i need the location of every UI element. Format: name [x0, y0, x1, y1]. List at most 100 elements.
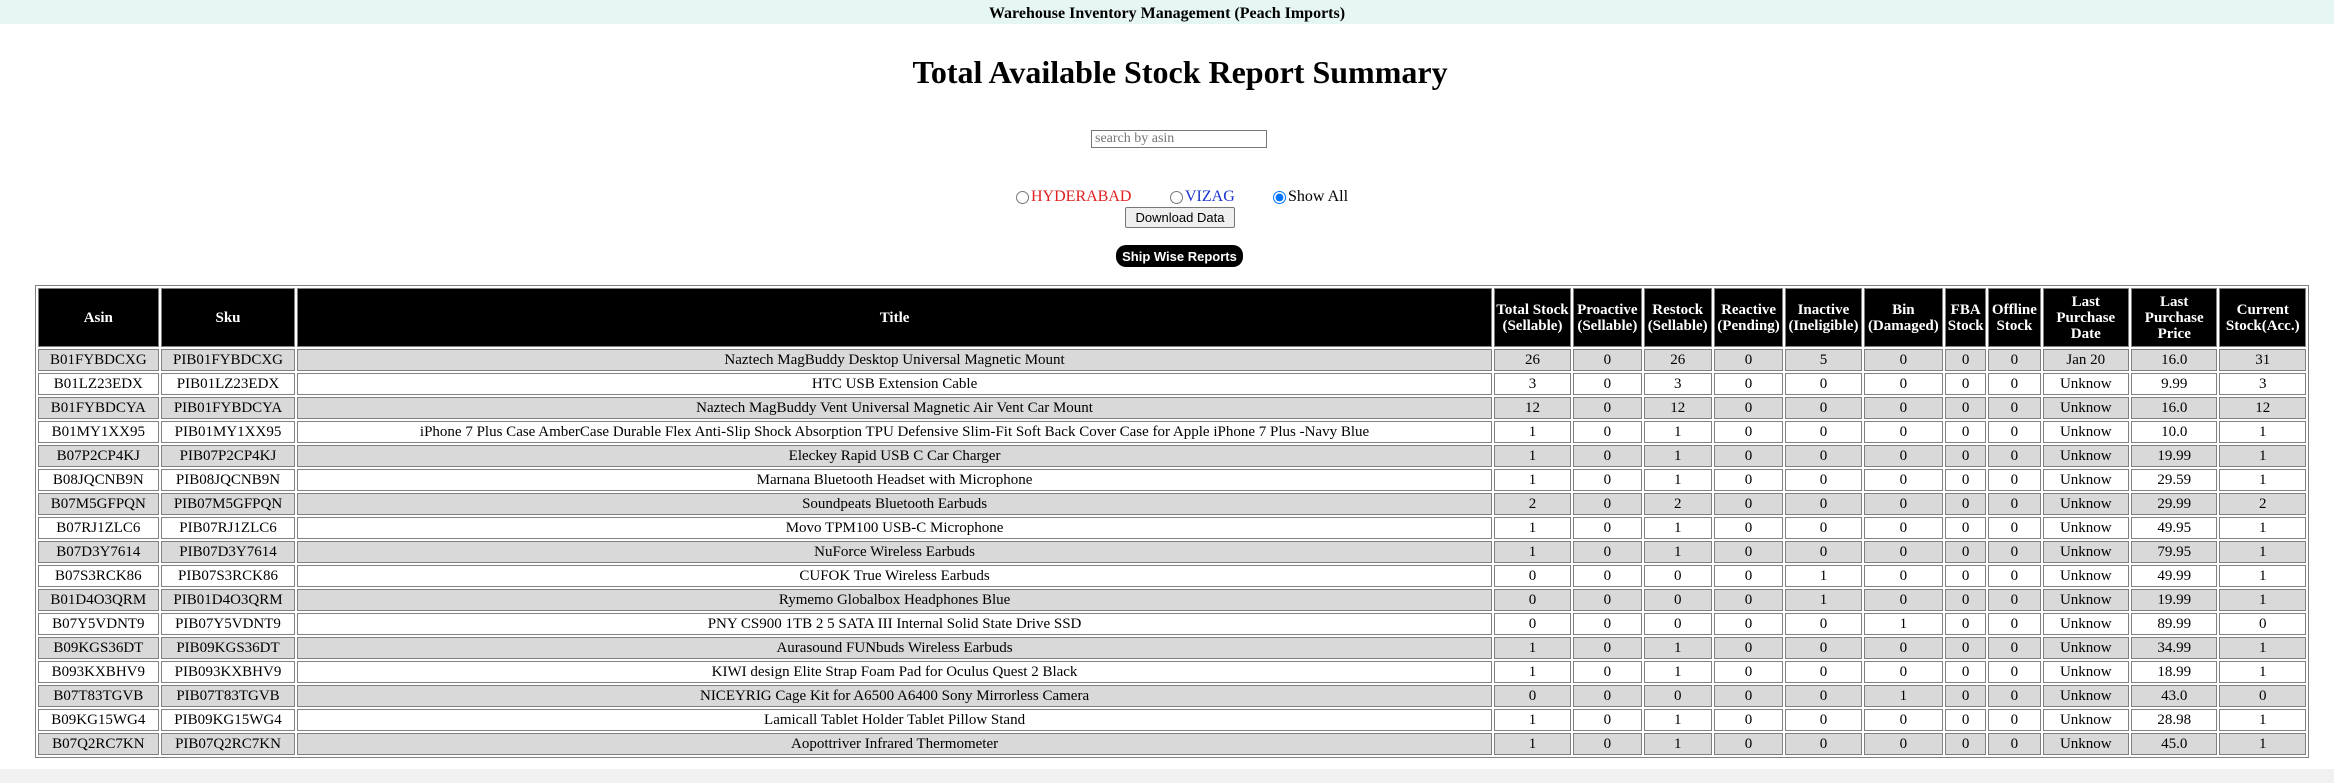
table-cell: 3 — [2219, 373, 2306, 395]
table-row[interactable]: B08JQCNB9N PIB08JQCNB9N Marnana Bluetooth … — [38, 469, 2306, 491]
table-cell: 0 — [1945, 541, 1987, 563]
table-cell: 0 — [1573, 445, 1642, 467]
table-cell: 0 — [1713, 373, 1784, 395]
radio-hyderabad[interactable] — [1016, 190, 1029, 204]
table-cell: 0 — [1713, 517, 1784, 539]
table-row[interactable]: B01D4O3QRM PIB01D4O3QRM Rymemo Globalbox H… — [38, 589, 2306, 611]
table-cell: 0 — [1493, 589, 1572, 611]
table-row[interactable]: B07D3Y7614 PIB07D3Y7614 NuForce Wireless E… — [38, 541, 2306, 563]
table-cell: 1 — [1785, 589, 1862, 611]
table-cell: 1 — [1493, 469, 1572, 491]
horizontal-scrollbar[interactable] — [0, 769, 2334, 783]
table-cell: 0 — [1945, 565, 1987, 587]
table-cell: 0 — [1713, 469, 1784, 491]
table-row[interactable]: B09KGS36DT PIB09KGS36DT Aurasound FUNbuds … — [38, 637, 2306, 659]
table-cell: 0 — [1863, 565, 1944, 587]
table-cell: 0 — [1988, 685, 2041, 707]
table-cell: 3 — [1493, 373, 1572, 395]
table-cell: 0 — [1713, 445, 1784, 467]
table-cell: 0 — [1713, 421, 1784, 443]
table-cell: 29.59 — [2131, 469, 2218, 491]
table-cell: B093KXBHV9 — [38, 661, 159, 683]
table-row[interactable]: B01FYBDCXG PIB01FYBDCXG Naztech MagBuddy D… — [38, 349, 2306, 371]
table-cell: PIB01LZ23EDX — [160, 373, 296, 395]
table-row[interactable]: B01MY1XX95 PIB01MY1XX95 iPhone 7 Plus Case… — [38, 421, 2306, 443]
table-cell: 0 — [1945, 589, 1987, 611]
table-cell: 1 — [2219, 541, 2306, 563]
table-cell: CUFOK True Wireless Earbuds — [297, 565, 1492, 587]
table-cell: Unknow — [2042, 421, 2129, 443]
table-cell: 49.95 — [2131, 517, 2218, 539]
table-row[interactable]: B093KXBHV9 PIB093KXBHV9 KIWI design Elite … — [38, 661, 2306, 683]
table-cell: 18.99 — [2131, 661, 2218, 683]
table-cell: 0 — [1988, 589, 2041, 611]
filter-vizag-label: VIZAG — [1185, 188, 1235, 205]
table-cell: 0 — [1863, 709, 1944, 731]
table-row[interactable]: B07M5GFPQN PIB07M5GFPQN Soundpeats Bluetoo… — [38, 493, 2306, 515]
table-cell: B07M5GFPQN — [38, 493, 159, 515]
column-header: Restock (Sellable) — [1643, 288, 1712, 347]
table-row[interactable]: B09KG15WG4 PIB09KG15WG4 Lamicall Tablet Ho… — [38, 709, 2306, 731]
table-cell: 0 — [1945, 613, 1987, 635]
column-header: Total Stock (Sellable) — [1493, 288, 1572, 347]
search-input[interactable] — [1091, 130, 1267, 148]
stock-table: Asin Sku Title Total Stock (Sellable) Proact… — [35, 285, 2309, 758]
filter-vizag[interactable]: VIZAG — [1170, 186, 1235, 208]
table-row[interactable]: B07RJ1ZLC6 PIB07RJ1ZLC6 Movo TPM100 USB-C … — [38, 517, 2306, 539]
table-cell: 0 — [1863, 421, 1944, 443]
table-cell: Unknow — [2042, 493, 2129, 515]
table-cell: 1 — [1493, 421, 1572, 443]
table-cell: 1 — [1643, 637, 1712, 659]
table-cell: 0 — [1573, 565, 1642, 587]
table-cell: 89.99 — [2131, 613, 2218, 635]
table-cell: 0 — [1785, 661, 1862, 683]
table-cell: 0 — [1863, 469, 1944, 491]
table-cell: 1 — [2219, 589, 2306, 611]
table-cell: 29.99 — [2131, 493, 2218, 515]
table-cell: B07Y5VDNT9 — [38, 613, 159, 635]
table-cell: 0 — [1573, 373, 1642, 395]
table-row[interactable]: B01LZ23EDX PIB01LZ23EDX HTC USB Extension … — [38, 373, 2306, 395]
table-cell: 0 — [1573, 589, 1642, 611]
table-cell: 0 — [1573, 469, 1642, 491]
table-cell: NuForce Wireless Earbuds — [297, 541, 1492, 563]
table-cell: 0 — [1863, 733, 1944, 755]
table-cell: PIB01FYBDCYA — [160, 397, 296, 419]
table-row[interactable]: B07S3RCK86 PIB07S3RCK86 CUFOK True Wireles… — [38, 565, 2306, 587]
table-cell: 0 — [1785, 445, 1862, 467]
table-row[interactable]: B07T83TGVB PIB07T83TGVB NICEYRIG Cage Kit … — [38, 685, 2306, 707]
stock-table-container[interactable]: Asin Sku Title Total Stock (Sellable) Proact… — [35, 285, 2309, 769]
table-cell: 1 — [2219, 565, 2306, 587]
table-row[interactable]: B07Q2RC7KN PIB07Q2RC7KN Aopottriver Infrar… — [38, 733, 2306, 755]
table-cell: 0 — [1493, 613, 1572, 635]
table-cell: 79.95 — [2131, 541, 2218, 563]
filter-hyderabad[interactable]: HYDERABAD — [1016, 186, 1131, 208]
radio-show-all[interactable] — [1273, 190, 1286, 204]
table-cell: 0 — [1945, 373, 1987, 395]
table-cell: 0 — [1573, 613, 1642, 635]
table-row[interactable]: B07Y5VDNT9 PIB07Y5VDNT9 PNY CS900 1TB 2 5 … — [38, 613, 2306, 635]
table-cell: 2 — [2219, 493, 2306, 515]
filter-show-all[interactable]: Show All — [1273, 186, 1348, 208]
table-cell: 0 — [1713, 349, 1784, 371]
table-cell: 1 — [1493, 541, 1572, 563]
table-cell: Unknow — [2042, 637, 2129, 659]
table-cell: 0 — [1713, 565, 1784, 587]
table-row[interactable]: B01FYBDCYA PIB01FYBDCYA Naztech MagBuddy V… — [38, 397, 2306, 419]
table-cell: B07T83TGVB — [38, 685, 159, 707]
radio-vizag[interactable] — [1170, 190, 1183, 204]
table-cell: 0 — [1945, 397, 1987, 419]
table-cell: Naztech MagBuddy Desktop Universal Magne… — [297, 349, 1492, 371]
table-row[interactable]: B07P2CP4KJ PIB07P2CP4KJ Eleckey Rapid USB … — [38, 445, 2306, 467]
table-cell: PIB07T83TGVB — [160, 685, 296, 707]
table-cell: 1 — [2219, 421, 2306, 443]
ship-wise-reports-button[interactable]: Ship Wise Reports — [1116, 245, 1243, 267]
table-cell: Aurasound FUNbuds Wireless Earbuds — [297, 637, 1492, 659]
table-cell: 12 — [2219, 397, 2306, 419]
table-cell: 0 — [1785, 517, 1862, 539]
download-data-button[interactable]: Download Data — [1125, 207, 1235, 228]
table-cell: 0 — [1493, 685, 1572, 707]
table-cell: PIB08JQCNB9N — [160, 469, 296, 491]
table-cell: Naztech MagBuddy Vent Universal Magnetic… — [297, 397, 1492, 419]
table-cell: 0 — [1785, 373, 1862, 395]
